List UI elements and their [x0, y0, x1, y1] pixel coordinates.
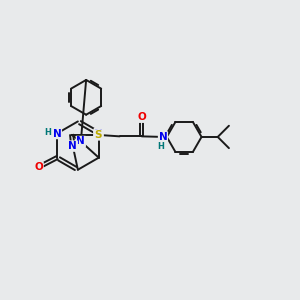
Text: N: N — [76, 136, 85, 146]
Text: N: N — [159, 132, 167, 142]
Text: N: N — [52, 128, 61, 139]
Text: N: N — [68, 141, 77, 151]
Text: S: S — [94, 130, 101, 140]
Text: H: H — [158, 142, 164, 151]
Text: O: O — [137, 112, 146, 122]
Text: H: H — [44, 128, 51, 136]
Text: O: O — [34, 162, 43, 172]
Text: N: N — [94, 128, 103, 139]
